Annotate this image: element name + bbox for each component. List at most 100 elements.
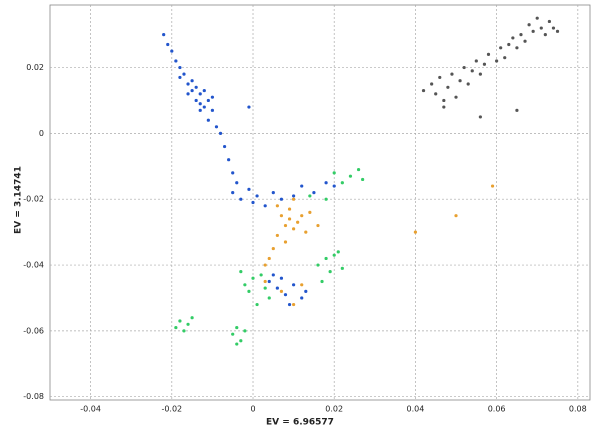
point xyxy=(271,273,275,277)
point xyxy=(515,108,519,112)
point xyxy=(210,95,215,99)
point xyxy=(162,33,166,37)
point xyxy=(251,276,255,280)
point xyxy=(271,246,275,251)
point xyxy=(482,62,487,66)
point xyxy=(555,29,560,33)
point xyxy=(519,33,523,37)
point xyxy=(166,42,170,47)
point xyxy=(332,171,336,175)
point xyxy=(324,181,328,185)
point xyxy=(361,177,365,182)
point xyxy=(434,92,438,96)
point xyxy=(239,270,243,274)
point xyxy=(198,102,202,106)
point xyxy=(235,181,239,185)
point xyxy=(324,256,328,261)
point xyxy=(178,75,182,80)
point xyxy=(300,214,304,218)
point xyxy=(340,181,344,185)
point xyxy=(308,210,312,214)
point xyxy=(218,131,223,135)
y-tick-label: -0.06 xyxy=(23,326,44,335)
point xyxy=(235,342,239,346)
point xyxy=(222,144,227,149)
point xyxy=(235,325,239,330)
y-tick-label: 0 xyxy=(39,129,44,138)
point xyxy=(304,289,308,293)
point xyxy=(478,72,482,76)
x-tick-label: 0 xyxy=(250,405,255,414)
point xyxy=(247,289,251,293)
point xyxy=(186,322,190,326)
point xyxy=(190,316,194,320)
point xyxy=(523,39,527,43)
point xyxy=(474,59,478,63)
point xyxy=(312,191,316,195)
point xyxy=(267,256,271,261)
point xyxy=(198,108,202,112)
point xyxy=(275,233,279,238)
point xyxy=(430,82,434,86)
point xyxy=(348,174,353,178)
point xyxy=(231,332,235,336)
point xyxy=(462,65,466,70)
point xyxy=(292,283,296,287)
point xyxy=(263,279,267,284)
point xyxy=(271,191,275,195)
point xyxy=(182,72,186,76)
point xyxy=(547,19,551,24)
point xyxy=(300,283,304,287)
point xyxy=(490,184,495,188)
point xyxy=(454,95,458,99)
point xyxy=(332,184,336,188)
point xyxy=(356,167,361,172)
point xyxy=(190,79,194,83)
x-tick-label: 0.02 xyxy=(325,405,343,414)
point xyxy=(283,223,288,228)
y-tick-label: -0.08 xyxy=(23,392,44,401)
point xyxy=(243,329,247,333)
point xyxy=(178,65,182,70)
point xyxy=(279,276,284,280)
x-tick-label: -0.04 xyxy=(80,405,101,414)
y-tick-label: 0.02 xyxy=(26,63,44,72)
point xyxy=(292,302,296,307)
point xyxy=(454,214,458,218)
point xyxy=(470,69,474,73)
point xyxy=(507,42,511,47)
point xyxy=(283,240,288,244)
point xyxy=(251,200,255,205)
point xyxy=(442,98,446,103)
x-tick-label: 0.08 xyxy=(569,405,587,414)
point xyxy=(206,118,210,122)
point xyxy=(300,184,304,188)
x-axis-title: EV = 6.96577 xyxy=(266,418,334,428)
point xyxy=(503,56,507,60)
point xyxy=(247,187,251,191)
point xyxy=(263,286,267,290)
x-tick-label: 0.06 xyxy=(488,405,506,414)
point xyxy=(336,250,340,254)
point xyxy=(259,273,263,277)
point xyxy=(239,339,243,343)
point xyxy=(263,263,267,267)
point xyxy=(332,253,336,257)
point xyxy=(413,230,418,234)
point xyxy=(292,197,296,201)
point xyxy=(304,230,308,234)
point xyxy=(527,23,531,27)
point xyxy=(202,88,206,93)
point xyxy=(275,286,279,290)
point xyxy=(239,197,243,201)
point xyxy=(206,98,210,103)
point xyxy=(174,59,178,63)
point xyxy=(198,92,202,96)
x-tick-label: 0.04 xyxy=(407,405,425,414)
point xyxy=(466,82,470,86)
point xyxy=(495,59,499,63)
point xyxy=(324,197,328,201)
point xyxy=(515,46,519,50)
